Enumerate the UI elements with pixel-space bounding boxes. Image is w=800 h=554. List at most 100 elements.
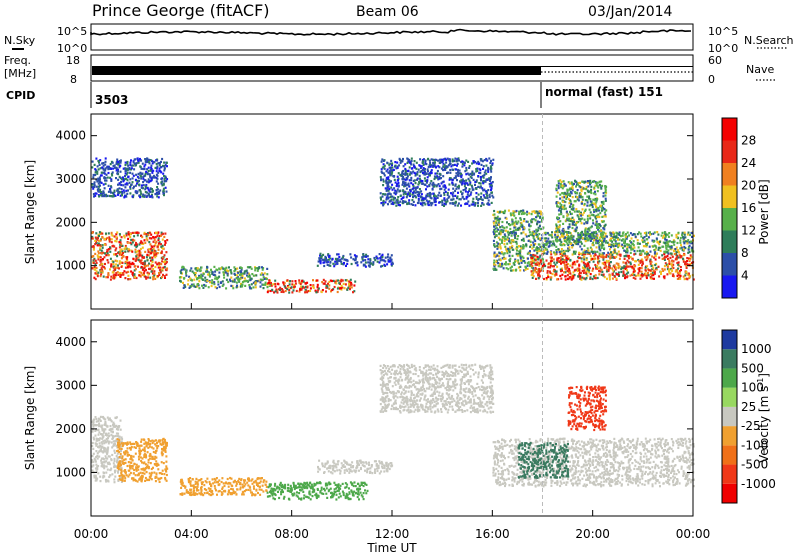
heatmap-cell bbox=[570, 208, 573, 211]
heatmap-cell bbox=[579, 277, 582, 280]
heatmap-cell bbox=[120, 248, 123, 251]
heatmap-cell bbox=[108, 240, 111, 243]
heatmap-cell bbox=[417, 199, 420, 202]
heatmap-cell bbox=[692, 278, 695, 281]
heatmap-cell bbox=[426, 179, 429, 183]
heatmap-cell bbox=[668, 262, 671, 265]
heatmap-cell bbox=[567, 247, 570, 250]
heatmap-cell bbox=[661, 231, 664, 234]
heatmap-cell bbox=[601, 262, 604, 265]
heatmap-cell bbox=[639, 232, 642, 235]
heatmap-cell bbox=[116, 189, 119, 192]
heatmap-cell bbox=[682, 237, 685, 240]
heatmap-cell bbox=[291, 280, 294, 283]
heatmap-cell bbox=[615, 231, 618, 234]
heatmap-cell bbox=[123, 191, 126, 194]
heatmap-cell bbox=[524, 268, 527, 271]
heatmap-cell bbox=[491, 181, 494, 184]
heatmap-cell bbox=[124, 260, 127, 263]
heatmap-cell bbox=[505, 267, 508, 270]
heatmap-cell bbox=[672, 239, 675, 242]
heatmap-cell bbox=[479, 169, 482, 172]
heatmap-cell bbox=[579, 272, 582, 275]
heatmap-cell bbox=[399, 204, 401, 207]
heatmap-cell bbox=[560, 277, 563, 280]
heatmap-cell bbox=[437, 183, 440, 186]
heatmap-cell bbox=[128, 232, 130, 236]
heatmap-cell bbox=[403, 190, 406, 193]
heatmap-cell bbox=[401, 183, 404, 186]
heatmap-cell bbox=[320, 255, 323, 258]
heatmap-cell bbox=[567, 243, 570, 247]
heatmap-cell bbox=[93, 163, 96, 166]
heatmap-cell bbox=[103, 187, 106, 190]
heatmap-cell bbox=[575, 208, 578, 211]
heatmap-cell bbox=[193, 285, 196, 288]
heatmap-cell bbox=[126, 256, 129, 259]
heatmap-cell bbox=[614, 268, 617, 271]
heatmap-cell bbox=[590, 257, 593, 260]
heatmap-cell bbox=[544, 243, 546, 246]
heatmap-cell bbox=[471, 172, 474, 175]
heatmap-cell bbox=[538, 264, 541, 267]
heatmap-cell bbox=[649, 262, 652, 265]
heatmap-cell bbox=[586, 247, 589, 250]
heatmap-cell bbox=[529, 233, 532, 236]
heatmap-cell bbox=[409, 171, 412, 174]
heatmap-cell bbox=[231, 280, 234, 283]
heatmap-cell bbox=[571, 182, 574, 185]
heatmap-cell bbox=[146, 259, 149, 262]
heatmap-cell bbox=[410, 203, 413, 206]
heatmap-cell bbox=[536, 255, 539, 258]
heatmap-cell bbox=[603, 228, 606, 231]
heatmap-cell bbox=[498, 264, 501, 267]
heatmap-cell bbox=[109, 163, 112, 166]
heatmap-cell bbox=[396, 166, 399, 169]
heatmap-cell bbox=[460, 173, 463, 176]
heatmap-cell bbox=[689, 233, 692, 237]
heatmap-cell bbox=[496, 247, 499, 250]
heatmap-cell bbox=[194, 271, 197, 275]
heatmap-cell bbox=[304, 288, 307, 291]
heatmap-cell bbox=[682, 248, 685, 251]
heatmap-cell bbox=[588, 195, 591, 198]
heatmap-cell bbox=[522, 244, 525, 247]
heatmap-cell bbox=[273, 291, 276, 294]
heatmap-cell bbox=[147, 276, 149, 279]
heatmap-cell bbox=[593, 257, 596, 261]
heatmap-cell bbox=[419, 158, 422, 161]
heatmap-cell bbox=[496, 254, 499, 257]
heatmap-cell bbox=[268, 279, 271, 282]
heatmap-cell bbox=[406, 157, 409, 160]
heatmap-cell bbox=[325, 290, 327, 293]
heatmap-cell bbox=[572, 271, 575, 274]
heatmap-cell bbox=[586, 268, 589, 271]
heatmap-cell bbox=[423, 158, 425, 161]
heatmap-cell bbox=[262, 273, 265, 276]
heatmap-cell bbox=[443, 188, 446, 191]
heatmap-cell bbox=[596, 223, 599, 226]
heatmap-cell bbox=[563, 182, 566, 185]
heatmap-cell bbox=[230, 284, 233, 287]
heatmap-cell bbox=[385, 176, 388, 179]
heatmap-cell bbox=[227, 280, 230, 284]
heatmap-cell bbox=[492, 158, 495, 161]
heatmap-cell bbox=[675, 268, 678, 272]
heatmap-cell bbox=[204, 279, 207, 282]
heatmap-cell bbox=[621, 234, 624, 237]
heatmap-cell bbox=[497, 265, 500, 268]
heatmap-cell bbox=[141, 268, 144, 271]
heatmap-cell bbox=[584, 262, 587, 265]
heatmap-cell bbox=[494, 216, 497, 220]
heatmap-cell bbox=[567, 198, 570, 201]
heatmap-cell bbox=[468, 165, 471, 168]
heatmap-cell bbox=[454, 183, 457, 186]
heatmap-cell bbox=[528, 224, 531, 227]
heatmap-cell bbox=[650, 264, 653, 268]
heatmap-cell bbox=[602, 244, 605, 247]
heatmap-cell bbox=[364, 265, 367, 268]
heatmap-cell bbox=[640, 253, 642, 256]
heatmap-cell bbox=[551, 272, 554, 276]
heatmap-cell bbox=[487, 189, 490, 192]
heatmap-cell bbox=[463, 164, 466, 167]
